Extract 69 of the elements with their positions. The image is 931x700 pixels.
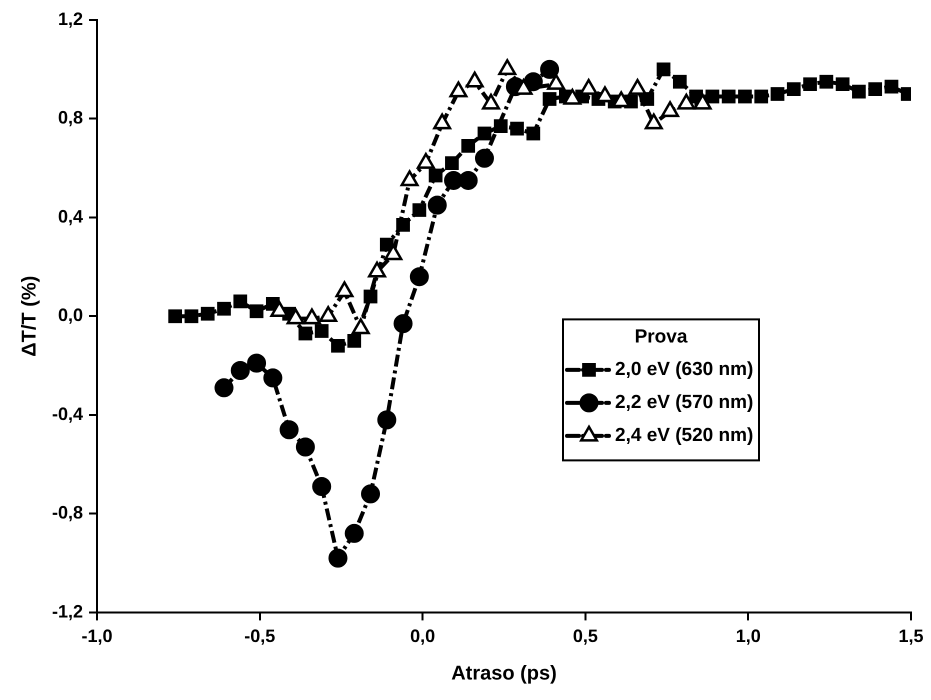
x-axis-title: Atraso (ps) bbox=[451, 662, 557, 685]
point bbox=[377, 410, 396, 430]
point bbox=[168, 309, 182, 324]
y-tick-label: 0,8 bbox=[58, 108, 84, 128]
point bbox=[344, 524, 364, 543]
point bbox=[656, 62, 670, 76]
point bbox=[738, 90, 752, 104]
point bbox=[250, 304, 264, 318]
point bbox=[361, 484, 380, 504]
legend-label: 2,0 eV (630 nm) bbox=[615, 359, 754, 380]
point bbox=[364, 290, 378, 304]
point bbox=[852, 84, 866, 98]
point bbox=[184, 309, 198, 324]
point bbox=[328, 548, 348, 568]
point bbox=[510, 122, 524, 136]
point bbox=[312, 477, 332, 496]
point bbox=[410, 267, 429, 286]
point bbox=[314, 324, 329, 338]
x-tick-label: -0,5 bbox=[244, 626, 276, 646]
point bbox=[214, 378, 234, 398]
point bbox=[296, 438, 315, 457]
point bbox=[819, 74, 834, 89]
point bbox=[263, 368, 282, 388]
point bbox=[803, 77, 817, 92]
y-axis-title: ΔT/T (%) bbox=[18, 276, 41, 357]
point bbox=[754, 90, 768, 104]
x-tick-label: -1,0 bbox=[82, 626, 113, 646]
point bbox=[347, 334, 362, 348]
point bbox=[672, 74, 687, 89]
y-tick-label: 0,4 bbox=[58, 206, 84, 226]
point bbox=[540, 60, 560, 79]
legend-label: 2,2 eV (570 nm) bbox=[615, 392, 754, 414]
point bbox=[428, 196, 447, 215]
point bbox=[298, 326, 312, 340]
point bbox=[836, 77, 850, 92]
point bbox=[542, 92, 556, 106]
point bbox=[706, 90, 720, 104]
point bbox=[200, 306, 215, 321]
point bbox=[445, 156, 459, 170]
y-tick-label: 1,2 bbox=[58, 8, 84, 29]
point bbox=[474, 148, 494, 168]
point bbox=[884, 80, 898, 94]
point bbox=[770, 87, 784, 101]
x-tick-label: 1,0 bbox=[736, 626, 761, 646]
x-tick-label: 0,5 bbox=[572, 626, 598, 646]
point bbox=[280, 420, 299, 440]
y-tick-label: 0,0 bbox=[58, 305, 84, 326]
point bbox=[722, 90, 736, 104]
point bbox=[247, 354, 266, 373]
x-tick-label: 1,5 bbox=[898, 626, 924, 646]
y-tick-label: -1,2 bbox=[52, 601, 84, 622]
legend-label: 2,4 eV (520 nm) bbox=[615, 425, 754, 446]
point bbox=[230, 361, 250, 380]
point bbox=[868, 82, 882, 96]
point bbox=[478, 126, 492, 140]
y-tick-label: -0,8 bbox=[52, 502, 84, 523]
point bbox=[458, 170, 478, 190]
point bbox=[526, 126, 540, 140]
point bbox=[217, 302, 231, 316]
point bbox=[786, 82, 801, 96]
y-tick-label: -0,4 bbox=[52, 404, 84, 424]
point bbox=[461, 139, 476, 153]
point bbox=[428, 168, 442, 182]
point bbox=[331, 338, 345, 353]
point bbox=[233, 294, 248, 308]
point bbox=[412, 203, 426, 217]
x-tick-label: 0,0 bbox=[410, 626, 436, 646]
point bbox=[394, 314, 413, 334]
legend-title: Prova bbox=[634, 326, 688, 348]
